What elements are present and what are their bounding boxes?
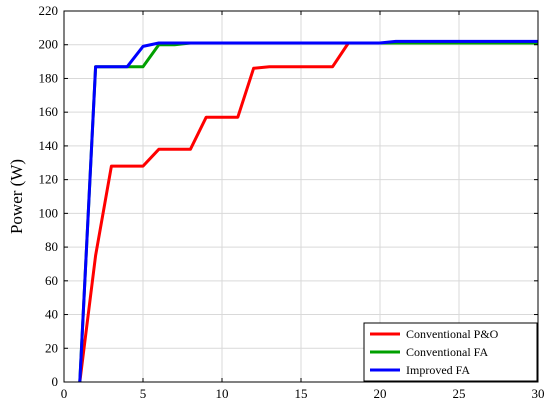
y-tick-label: 40 — [45, 307, 58, 322]
x-tick-label: 5 — [140, 386, 147, 401]
y-tick-label: 140 — [39, 138, 59, 153]
series-line-3 — [78, 39, 538, 383]
x-tick-label: 20 — [374, 386, 387, 401]
y-tick-label: 80 — [45, 239, 58, 254]
y-axis-label: Power (W) — [7, 159, 26, 234]
y-tick-label: 160 — [39, 104, 59, 119]
x-tick-label: 0 — [61, 386, 68, 401]
legend-label: Conventional FA — [406, 345, 488, 359]
y-tick-label: 20 — [45, 340, 58, 355]
y-tick-label: 180 — [39, 70, 59, 85]
x-tick-label: 30 — [532, 386, 545, 401]
y-tick-label: 0 — [52, 374, 59, 389]
y-tick-label: 100 — [39, 205, 59, 220]
legend-label: Conventional P&O — [406, 327, 499, 341]
axis-ticks: 0 5 10 15 20 25 30 0 20 40 60 80 100 120 140 160 180 200 2… — [39, 3, 545, 401]
legend-label: Improved FA — [406, 363, 470, 377]
y-tick-label: 220 — [39, 3, 59, 18]
x-tick-label: 25 — [453, 386, 466, 401]
grid — [63, 10, 539, 383]
x-tick-label: 10 — [216, 386, 229, 401]
x-tick-label: 15 — [295, 386, 308, 401]
y-tick-label: 120 — [39, 172, 59, 187]
y-tick-label: 60 — [45, 273, 58, 288]
series-lines — [78, 39, 538, 383]
legend: Conventional P&O Conventional FA Improved … — [363, 322, 538, 382]
y-tick-label: 200 — [39, 37, 59, 52]
